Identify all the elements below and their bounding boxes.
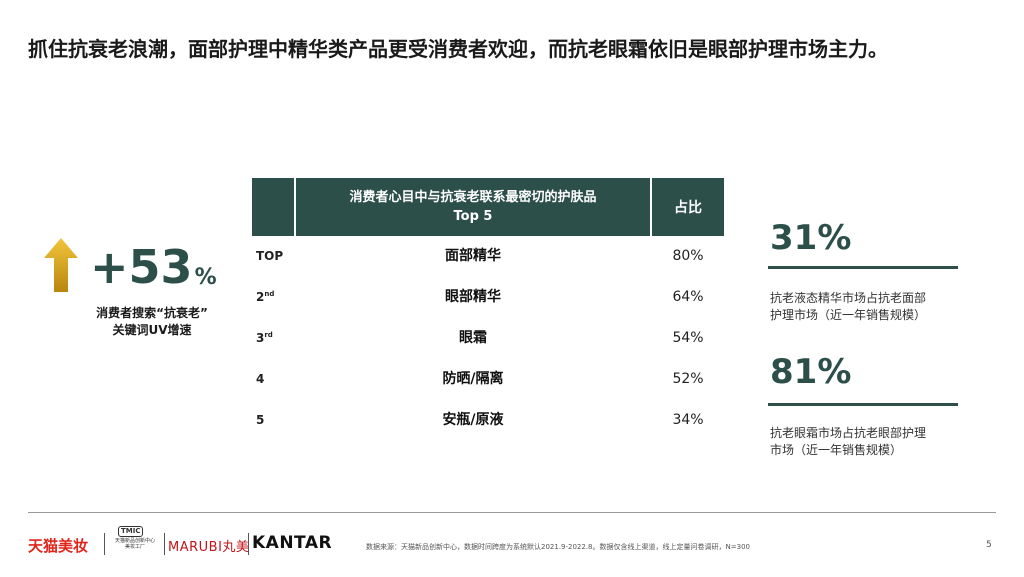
table-header-product-line2: Top 5 [453, 209, 493, 224]
share-cell: 54% [672, 330, 704, 346]
product-cell: 防晒/隔离 [442, 371, 504, 387]
arrow-up-icon [44, 238, 78, 292]
stat-divider [768, 403, 958, 406]
table-header-rank [252, 178, 294, 236]
kantar-logo: KANTAR [252, 533, 333, 553]
page-title: 抓住抗衰老浪潮，面部护理中精华类产品更受消费者欢迎，而抗老眼霜依旧是眼部护理市场… [28, 37, 888, 61]
tmic-logo: TMIC [118, 526, 144, 537]
rank-cell: 5 [256, 413, 265, 427]
product-cell: 眼霜 [459, 330, 487, 346]
table-header-product: 消费者心目中与抗衰老联系最密切的护肤品 Top 5 [296, 178, 650, 236]
stat-value-serum: 31% [770, 218, 852, 258]
table-header-share: 占比 [652, 178, 724, 236]
growth-value: +53 [90, 240, 193, 294]
stat-value-eyecream: 81% [770, 352, 852, 392]
rank-cell: 3rd [256, 331, 273, 345]
growth-unit: % [194, 265, 217, 290]
product-cell: 面部精华 [445, 248, 501, 264]
stat-desc-serum: 抗老液态精华市场占抗老面部 护理市场（近一年销售规模） [770, 291, 927, 322]
logo-separator [104, 533, 105, 555]
table-row: 3rd 眼霜 54% [252, 318, 724, 359]
share-cell: 52% [672, 371, 704, 387]
table-row: TOP 面部精华 80% [252, 236, 724, 277]
share-cell: 34% [672, 412, 704, 428]
growth-label-line2: 关键词UV增速 [112, 323, 192, 337]
table-header-product-line1: 消费者心目中与抗衰老联系最密切的护肤品 [349, 190, 597, 205]
rank-cell: TOP [256, 249, 284, 263]
product-cell: 眼部精华 [445, 289, 501, 305]
growth-label: 消费者搜索“抗衰老” 关键词UV增速 [72, 305, 232, 339]
tmall-beauty-logo: 天猫美妆 [28, 537, 89, 555]
rank-cell: 4 [256, 372, 265, 386]
stat-divider [768, 266, 958, 269]
table-row: 5 安瓶/原液 34% [252, 400, 724, 441]
tmic-logo-text: 天猫新品创新中心 美妆工厂 [114, 538, 155, 550]
product-cell: 安瓶/原液 [442, 412, 504, 428]
growth-label-line1: 消费者搜索“抗衰老” [96, 306, 208, 320]
data-source-note: 数据来源：天猫新品创新中心，数据时间跨度为系统默认2021.9-2022.8。数… [366, 543, 750, 551]
logo-separator [164, 533, 165, 555]
table-row: 4 防晒/隔离 52% [252, 359, 724, 400]
marubi-logo: MARUBI丸美 [168, 540, 250, 555]
logo-separator [248, 533, 249, 555]
share-cell: 64% [672, 289, 704, 305]
footer-divider [28, 512, 996, 513]
table-row: 2nd 眼部精华 64% [252, 277, 724, 318]
page-number: 5 [986, 540, 992, 550]
rank-cell: 2nd [256, 290, 275, 304]
stat-desc-eyecream: 抗老眼霜市场占抗老眼部护理 市场（近一年销售规模） [770, 426, 927, 457]
share-cell: 80% [672, 248, 704, 264]
growth-stat: +53 % [44, 236, 217, 292]
